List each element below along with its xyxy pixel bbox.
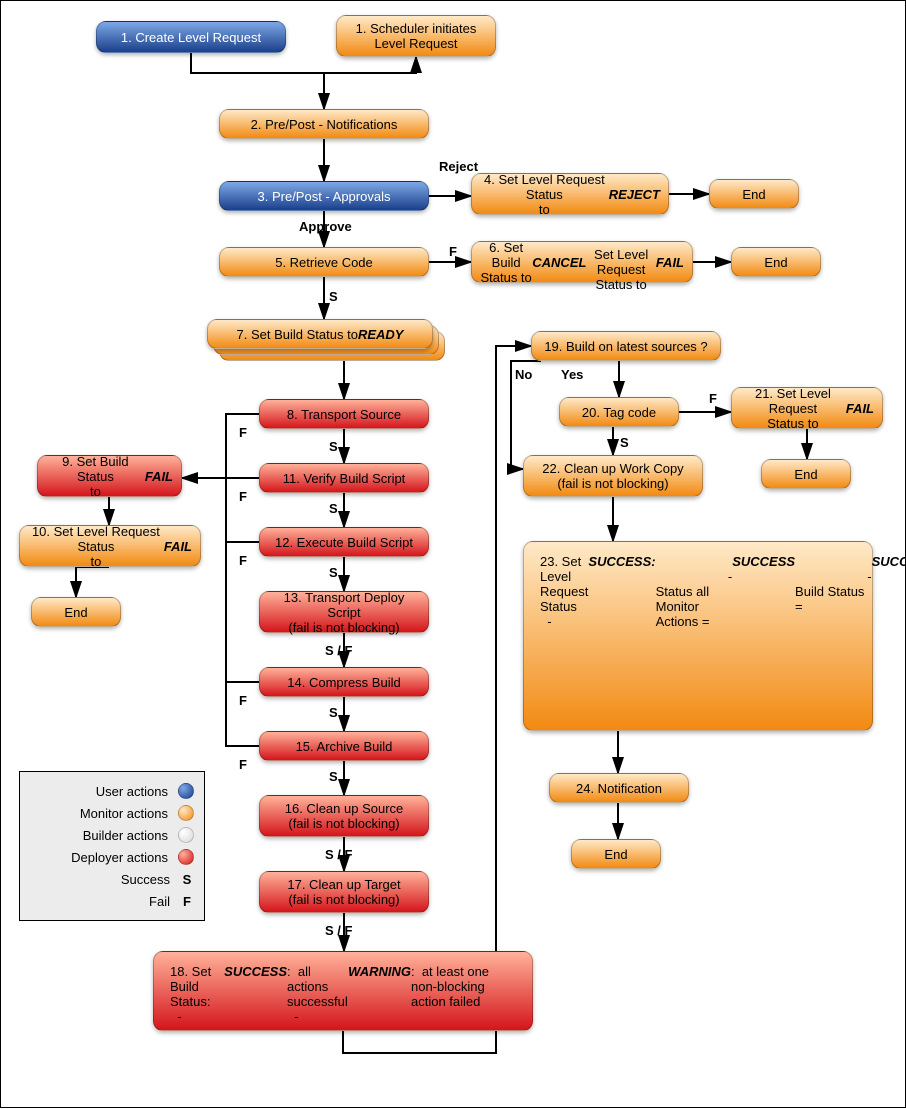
node-n12: 12. Execute Build Script [259, 527, 429, 557]
edge-label: Approve [299, 219, 352, 234]
legend-label: User actions [96, 784, 168, 799]
legend: User actions Monitor actions Builder actio… [19, 771, 205, 921]
edge-label: S [329, 501, 338, 516]
edge-label: S [329, 439, 338, 454]
edge-label: F [449, 244, 457, 259]
legend-swatch-builder [178, 827, 194, 843]
node-n6end: End [731, 247, 821, 277]
edge-label: S [329, 289, 338, 304]
node-n4: 4. Set Level Request Statusto REJECT [471, 173, 669, 215]
edge-label: Yes [561, 367, 583, 382]
node-n21: 21. Set Level RequestStatus to FAIL [731, 387, 883, 429]
node-n16: 16. Clean up Source(fail is not blocking… [259, 795, 429, 837]
node-n9: 9. Set Build Statusto FAIL [37, 455, 182, 497]
node-n1: 1. Create Level Request [96, 21, 286, 53]
legend-row: Deployer actions [30, 846, 194, 868]
edge-label: S / F [325, 643, 352, 658]
flowchart-canvas: 1. Create Level Request 1. Scheduler init… [0, 0, 906, 1108]
legend-symbol: F [180, 894, 194, 909]
edge-label: F [239, 693, 247, 708]
node-n17: 17. Clean up Target(fail is not blocking… [259, 871, 429, 913]
node-n1b: 1. Scheduler initiatesLevel Request [336, 15, 496, 57]
legend-label: Monitor actions [80, 806, 168, 821]
node-n6: 6. Set Build Status to CANCELSet Level R… [471, 241, 693, 283]
edge-label: F [239, 489, 247, 504]
legend-row: Monitor actions [30, 802, 194, 824]
node-n8: 8. Transport Source [259, 399, 429, 429]
legend-row: Builder actions [30, 824, 194, 846]
edge-label: No [515, 367, 532, 382]
legend-label: Fail [149, 894, 170, 909]
legend-swatch-user [178, 783, 194, 799]
edge-label: S / F [325, 847, 352, 862]
edge-label: S / F [325, 923, 352, 938]
legend-swatch-deployer [178, 849, 194, 865]
node-n20: 20. Tag code [559, 397, 679, 427]
edge-label: F [239, 757, 247, 772]
edge-label: F [239, 425, 247, 440]
node-n18: 18. Set Build Status: - SUCCESS: all act… [153, 951, 533, 1031]
legend-swatch-monitor [178, 805, 194, 821]
edge-label: S [620, 435, 629, 450]
node-n19: 19. Build on latest sources ? [531, 331, 721, 361]
legend-label: Builder actions [83, 828, 168, 843]
node-n24: 24. Notification [549, 773, 689, 803]
node-n14: 14. Compress Build [259, 667, 429, 697]
node-n10end: End [31, 597, 121, 627]
edge-label: F [709, 391, 717, 406]
node-n24end: End [571, 839, 661, 869]
legend-label: Deployer actions [71, 850, 168, 865]
node-n11: 11. Verify Build Script [259, 463, 429, 493]
node-n5: 5. Retrieve Code [219, 247, 429, 277]
edge-label: S [329, 565, 338, 580]
node-n3: 3. Pre/Post - Approvals [219, 181, 429, 211]
legend-row: User actions [30, 780, 194, 802]
legend-symbol: S [180, 872, 194, 887]
node-n23: 23. Set Level Request Status - SUCCESS: … [523, 541, 873, 731]
node-n2: 2. Pre/Post - Notifications [219, 109, 429, 139]
legend-row: Success S [30, 868, 194, 890]
legend-row: Fail F [30, 890, 194, 912]
node-n10: 10. Set Level Request Statusto FAIL [19, 525, 201, 567]
node-n7: 7. Set Build Status to READY [207, 319, 433, 349]
node-n22: 22. Clean up Work Copy(fail is not block… [523, 455, 703, 497]
edge-label: Reject [439, 159, 478, 174]
node-n15: 15. Archive Build [259, 731, 429, 761]
edge-label: F [239, 553, 247, 568]
node-n4end: End [709, 179, 799, 209]
edge-label: S [329, 769, 338, 784]
node-n13: 13. Transport Deploy Script(fail is not … [259, 591, 429, 633]
edge-label: S [329, 705, 338, 720]
legend-label: Success [121, 872, 170, 887]
node-n21end: End [761, 459, 851, 489]
